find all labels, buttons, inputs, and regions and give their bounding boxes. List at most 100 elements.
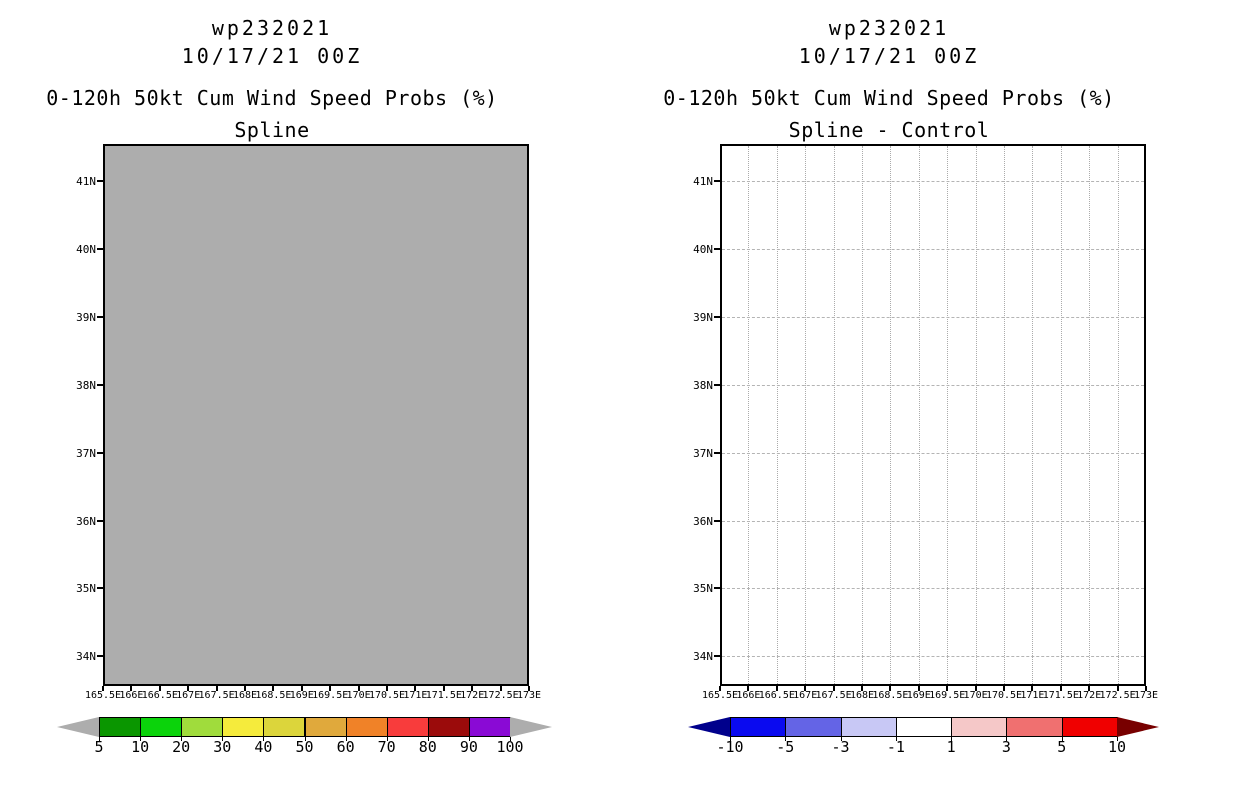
colorbar-boundary-tick bbox=[386, 737, 388, 741]
colorbar-segment bbox=[99, 717, 142, 737]
y-tick-mark bbox=[97, 655, 103, 658]
x-tick-mark bbox=[329, 686, 332, 691]
y-tick-mark bbox=[714, 247, 720, 250]
colorbar-boundary-tick bbox=[895, 737, 897, 741]
colorbar-boundary-tick bbox=[785, 737, 787, 741]
y-tick-label: 35N bbox=[76, 582, 96, 596]
x-tick-mark bbox=[861, 686, 863, 691]
graticule-meridian bbox=[1089, 146, 1091, 684]
x-tick-label: 167E bbox=[793, 690, 818, 701]
x-tick-mark bbox=[1088, 686, 1091, 691]
map-plot-difference bbox=[720, 144, 1146, 686]
x-tick-label: 166E bbox=[736, 690, 761, 701]
x-tick-label: 170.5E bbox=[368, 690, 406, 701]
map-plot-spline bbox=[103, 144, 529, 686]
panel-label: Spline bbox=[234, 118, 310, 142]
x-tick-label: 167E bbox=[176, 690, 201, 701]
x-tick-label: 173E bbox=[1133, 690, 1159, 701]
y-tick-label: 40N bbox=[76, 242, 96, 256]
x-tick-mark bbox=[442, 686, 445, 691]
y-tick-label: 41N bbox=[76, 175, 96, 188]
x-tick-mark bbox=[357, 686, 360, 691]
graticule-parallel bbox=[722, 181, 1144, 182]
colorbar-segment bbox=[386, 717, 429, 737]
colorbar-segment bbox=[263, 717, 306, 737]
x-tick-label: 171.5E bbox=[425, 690, 462, 701]
colorbar-label: -10 bbox=[716, 738, 744, 756]
x-tick-label: 166.5E bbox=[758, 690, 795, 701]
colorbar-segment bbox=[951, 717, 1008, 737]
colorbar-arrow-left bbox=[688, 717, 730, 737]
y-tick-label: 36N bbox=[76, 514, 96, 528]
colorbar-arrow-right bbox=[510, 717, 552, 737]
x-tick-mark bbox=[974, 686, 977, 691]
colorbar-label: 60 bbox=[336, 738, 355, 756]
colorbar-segment bbox=[1061, 717, 1118, 737]
x-tick-mark bbox=[102, 686, 104, 691]
x-tick-mark bbox=[1116, 686, 1119, 691]
x-tick-label: 173E bbox=[516, 690, 542, 701]
x-tick-label: 166.5E bbox=[141, 690, 178, 701]
colorbar-label: 5 bbox=[94, 738, 104, 756]
colorbar-label: 40 bbox=[254, 738, 273, 756]
y-tick-mark bbox=[97, 519, 103, 522]
graticule-meridian bbox=[918, 146, 920, 684]
x-tick-mark bbox=[1059, 686, 1062, 691]
colorbar-boundary-tick bbox=[181, 737, 183, 741]
y-tick-mark bbox=[97, 247, 103, 250]
graticule-meridian bbox=[1060, 146, 1062, 684]
colorbar-boundary-tick bbox=[840, 737, 842, 741]
y-tick-mark bbox=[714, 519, 720, 522]
x-tick-mark bbox=[946, 686, 949, 691]
y-tick-label: 39N bbox=[693, 310, 713, 324]
x-tick-mark bbox=[471, 686, 474, 691]
x-tick-label: 169.5E bbox=[929, 690, 966, 701]
x-tick-mark bbox=[1031, 686, 1034, 691]
x-tick-label: 168E bbox=[232, 690, 258, 701]
graticule-parallel bbox=[722, 588, 1144, 590]
x-tick-label: 171E bbox=[1020, 690, 1045, 701]
graticule-meridian bbox=[805, 146, 807, 684]
x-tick-label: 170.5E bbox=[985, 690, 1023, 701]
colorbar-boundary-tick bbox=[345, 737, 347, 741]
y-tick-label: 39N bbox=[76, 310, 96, 324]
x-tick-label: 171E bbox=[403, 690, 428, 701]
x-tick-label: 172.5E bbox=[1099, 690, 1136, 701]
colorbar-label: 3 bbox=[1001, 738, 1011, 756]
panel-label: Spline - Control bbox=[788, 118, 990, 142]
x-tick-mark bbox=[775, 686, 778, 691]
graticule-meridian bbox=[947, 146, 949, 684]
init-time-title: 10/17/21 00Z bbox=[181, 44, 363, 68]
colorbar-label: 1 bbox=[946, 738, 956, 756]
colorbar-label: 50 bbox=[295, 738, 314, 756]
y-tick-mark bbox=[97, 315, 103, 318]
x-tick-mark bbox=[215, 686, 218, 691]
x-tick-mark bbox=[528, 686, 530, 691]
graticule-parallel bbox=[722, 452, 1144, 454]
x-tick-label: 166E bbox=[119, 690, 144, 701]
y-tick-mark bbox=[97, 383, 103, 386]
x-tick-label: 171.5E bbox=[1042, 690, 1079, 701]
x-tick-mark bbox=[1003, 686, 1005, 691]
colorbar-boundary-tick bbox=[140, 737, 142, 741]
x-tick-label: 167.5E bbox=[815, 690, 852, 701]
colorbar-label: 90 bbox=[459, 738, 478, 756]
colorbar-segment bbox=[730, 717, 787, 737]
colorbar-label: 100 bbox=[496, 738, 524, 756]
colorbar-segment bbox=[140, 717, 183, 737]
x-tick-label: 172.5E bbox=[482, 690, 519, 701]
graticule-meridian bbox=[1117, 146, 1119, 684]
x-tick-label: 169E bbox=[289, 690, 314, 701]
colorbar-segment bbox=[427, 717, 470, 737]
colorbar-label: 10 bbox=[131, 738, 150, 756]
x-tick-mark bbox=[832, 686, 835, 691]
graticule-parallel bbox=[722, 520, 1144, 522]
x-tick-mark bbox=[747, 686, 750, 691]
y-tick-label: 35N bbox=[693, 582, 713, 596]
colorbar-boundary-tick bbox=[1006, 737, 1008, 741]
x-tick-mark bbox=[272, 686, 275, 691]
x-tick-mark bbox=[187, 686, 190, 691]
x-tick-mark bbox=[386, 686, 388, 691]
colorbar-label: 5 bbox=[1057, 738, 1067, 756]
